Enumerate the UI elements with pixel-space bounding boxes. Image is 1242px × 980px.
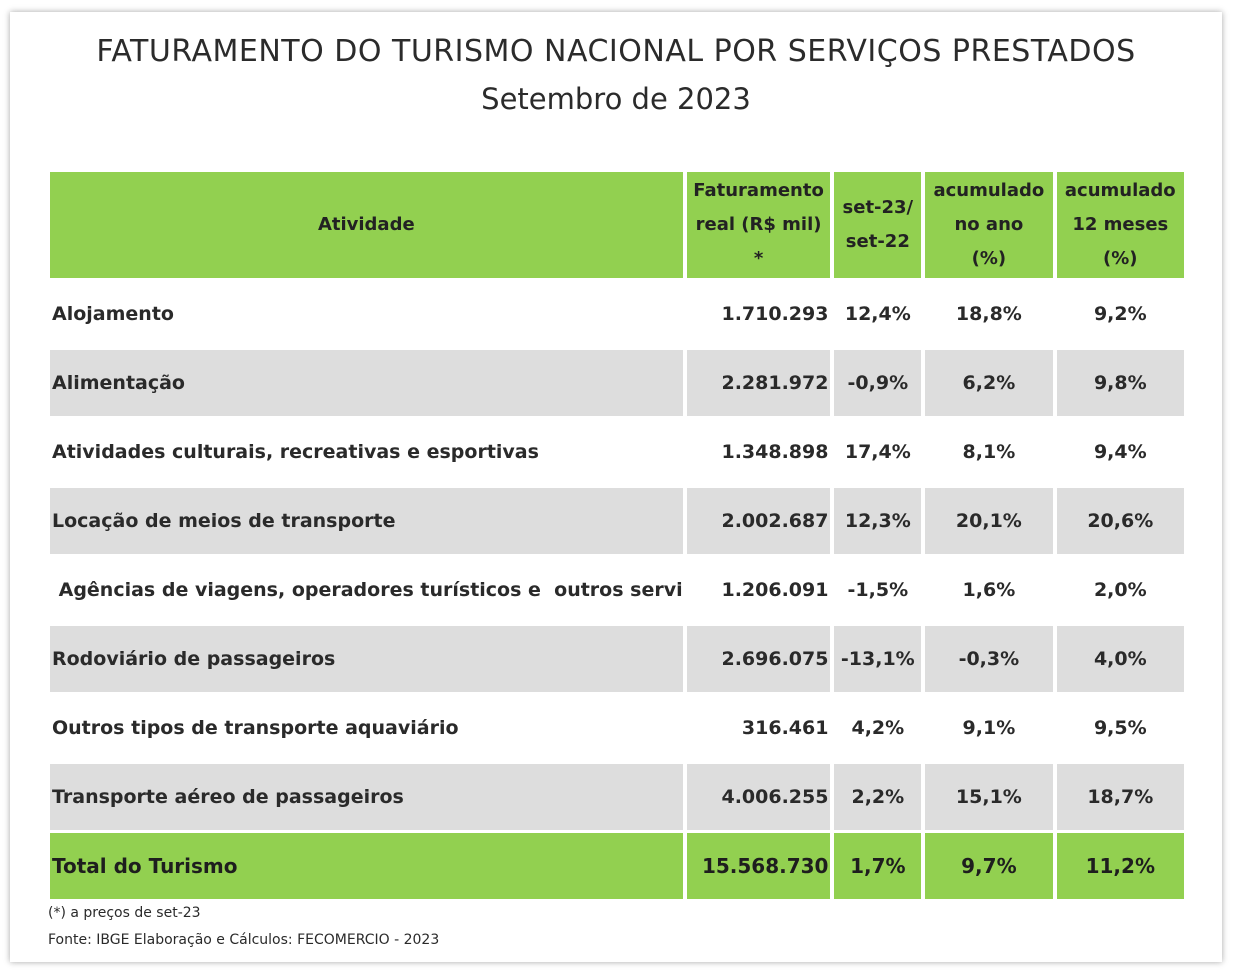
cell-set: -0,9%	[834, 350, 922, 419]
page-subtitle: Setembro de 2023	[481, 82, 751, 116]
cell-set: 2,2%	[834, 764, 922, 833]
table-row: Rodoviário de passageiros 2.696.075 -13,…	[50, 626, 1184, 695]
cell-faturamento: 1.710.293	[686, 281, 831, 350]
cell-atividade: Rodoviário de passageiros	[50, 626, 683, 695]
header-set23-set22: set-23/ set-22	[834, 172, 922, 281]
cell-ano: 20,1%	[925, 488, 1053, 557]
cell-total-ano: 9,7%	[925, 833, 1053, 902]
cell-atividade: Atividades culturais, recreativas e espo…	[50, 419, 683, 488]
cell-faturamento: 2.002.687	[686, 488, 831, 557]
table-row: Locação de meios de transporte 2.002.687…	[50, 488, 1184, 557]
table-header-row: Atividade Faturamento real (R$ mil) * se…	[50, 172, 1184, 281]
cell-12-meses: 4,0%	[1056, 626, 1184, 695]
cell-atividade: Alimentação	[50, 350, 683, 419]
cell-ano: -0,3%	[925, 626, 1053, 695]
cell-faturamento: 2.696.075	[686, 626, 831, 695]
table-row: Alimentação 2.281.972 -0,9% 6,2% 9,8%	[50, 350, 1184, 419]
cell-atividade: Transporte aéreo de passageiros	[50, 764, 683, 833]
cell-total-12-meses: 11,2%	[1056, 833, 1184, 902]
table-row: Outros tipos de transporte aquaviário 31…	[50, 695, 1184, 764]
header-faturamento: Faturamento real (R$ mil) *	[686, 172, 831, 281]
cell-total-set: 1,7%	[834, 833, 922, 902]
cell-ano: 18,8%	[925, 281, 1053, 350]
cell-set: -1,5%	[834, 557, 922, 626]
cell-set: 12,4%	[834, 281, 922, 350]
cell-faturamento: 1.348.898	[686, 419, 831, 488]
footnote: (*) a preços de set-23	[48, 905, 201, 921]
cell-12-meses: 20,6%	[1056, 488, 1184, 557]
cell-total-faturamento: 15.568.730	[686, 833, 831, 902]
cell-set: 17,4%	[834, 419, 922, 488]
table-total-row: Total do Turismo 15.568.730 1,7% 9,7% 11…	[50, 833, 1184, 902]
cell-ano: 15,1%	[925, 764, 1053, 833]
cell-total-atividade: Total do Turismo	[50, 833, 683, 902]
cell-ano: 8,1%	[925, 419, 1053, 488]
cell-faturamento: 4.006.255	[686, 764, 831, 833]
cell-set: 12,3%	[834, 488, 922, 557]
page-title: FATURAMENTO DO TURISMO NACIONAL POR SERV…	[96, 34, 1136, 69]
cell-12-meses: 2,0%	[1056, 557, 1184, 626]
cell-faturamento: 1.206.091	[686, 557, 831, 626]
cell-12-meses: 9,5%	[1056, 695, 1184, 764]
table-row: Agências de viagens, operadores turístic…	[50, 557, 1184, 626]
cell-12-meses: 9,4%	[1056, 419, 1184, 488]
cell-12-meses: 9,8%	[1056, 350, 1184, 419]
tourism-revenue-table: Atividade Faturamento real (R$ mil) * se…	[46, 172, 1188, 902]
cell-12-meses: 9,2%	[1056, 281, 1184, 350]
cell-ano: 9,1%	[925, 695, 1053, 764]
cell-atividade: Alojamento	[50, 281, 683, 350]
cell-faturamento: 316.461	[686, 695, 831, 764]
cell-atividade: Outros tipos de transporte aquaviário	[50, 695, 683, 764]
cell-atividade: Locação de meios de transporte	[50, 488, 683, 557]
cell-12-meses: 18,7%	[1056, 764, 1184, 833]
report-card: FATURAMENTO DO TURISMO NACIONAL POR SERV…	[10, 12, 1222, 962]
cell-faturamento: 2.281.972	[686, 350, 831, 419]
source-note: Fonte: IBGE Elaboração e Cálculos: FECOM…	[48, 932, 440, 948]
table-row: Atividades culturais, recreativas e espo…	[50, 419, 1184, 488]
cell-set: 4,2%	[834, 695, 922, 764]
cell-ano: 6,2%	[925, 350, 1053, 419]
header-atividade: Atividade	[50, 172, 683, 281]
cell-set: -13,1%	[834, 626, 922, 695]
header-acumulado-ano: acumulado no ano (%)	[925, 172, 1053, 281]
table-row: Alojamento 1.710.293 12,4% 18,8% 9,2%	[50, 281, 1184, 350]
header-acumulado-12-meses: acumulado 12 meses (%)	[1056, 172, 1184, 281]
table-row: Transporte aéreo de passageiros 4.006.25…	[50, 764, 1184, 833]
cell-ano: 1,6%	[925, 557, 1053, 626]
cell-atividade: Agências de viagens, operadores turístic…	[50, 557, 683, 626]
